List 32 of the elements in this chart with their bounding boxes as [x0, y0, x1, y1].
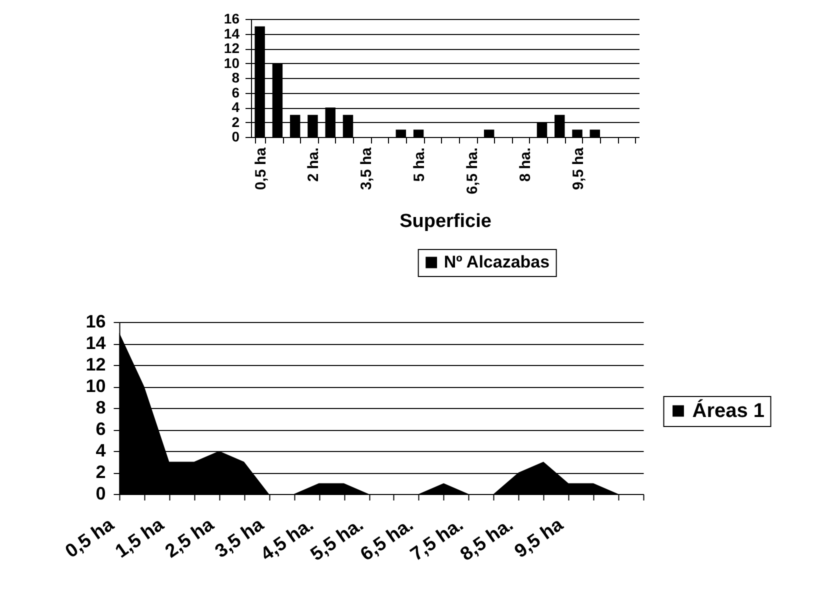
bar — [413, 130, 424, 137]
y-tick-label: 0 — [96, 484, 106, 504]
y-tick-label: 16 — [224, 10, 240, 26]
y-tick-label: 14 — [224, 25, 240, 42]
y-tick-label: 6 — [96, 419, 106, 439]
x-tick-label: 3,5 ha — [358, 146, 376, 190]
x-tick-label: 2 ha. — [305, 148, 322, 182]
x-tick-label: 5 ha. — [411, 148, 428, 182]
y-tick-label: 14 — [86, 333, 106, 353]
y-tick-label: 2 — [232, 114, 240, 130]
x-tick-label: 9,5 ha — [570, 146, 587, 190]
y-tick-label: 6 — [232, 84, 240, 100]
legend-label: Áreas 1 — [692, 398, 765, 422]
y-tick-label: 10 — [224, 54, 240, 71]
y-tick-label: 12 — [86, 354, 106, 374]
y-tick-label: 4 — [232, 99, 240, 115]
x-tick-label: 6,5 ha. — [464, 148, 481, 194]
bar — [396, 130, 406, 137]
y-tick-label: 8 — [96, 398, 106, 418]
y-tick-label: 10 — [86, 376, 106, 396]
y-tick-label: 12 — [224, 40, 240, 56]
y-tick-label: 16 — [86, 312, 106, 332]
y-tick-label: 0 — [232, 128, 240, 144]
y-tick-label: 8 — [232, 70, 240, 86]
bar — [484, 130, 494, 137]
x-axis-title: Superficie — [400, 211, 492, 232]
legend-label: Nº Alcazabas — [444, 252, 550, 272]
y-tick-label: 2 — [96, 462, 106, 482]
bar — [590, 130, 600, 137]
y-tick-label: 4 — [96, 440, 106, 460]
x-tick-label: 8 ha. — [516, 148, 534, 182]
x-tick-label: 0,5 ha — [252, 146, 270, 190]
